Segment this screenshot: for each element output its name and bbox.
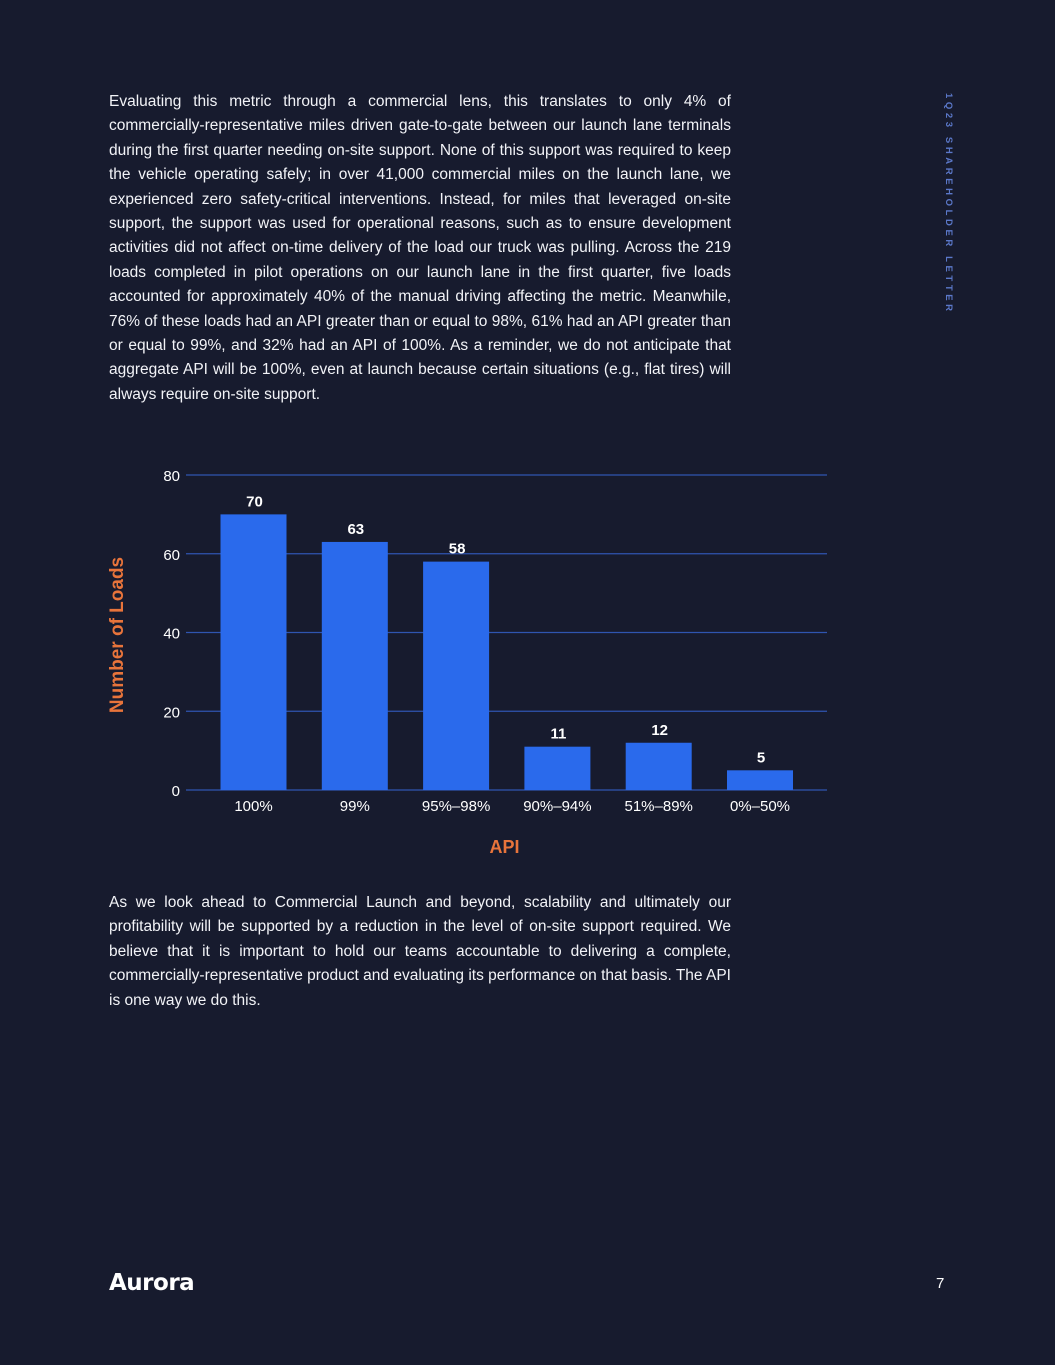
- data-label: 11: [550, 726, 566, 743]
- side-label: 1Q23 SHAREHOLDER LETTER: [943, 93, 954, 315]
- bar-6: [727, 770, 793, 790]
- x-tick-label: 100%: [234, 798, 272, 815]
- y-tick-label: 60: [163, 547, 180, 564]
- chart-text: 0 20 40 60 80 70 100% 63 99% 58 95%–98% 11 90%–94% 12…: [107, 468, 790, 857]
- bar-3: [423, 561, 490, 790]
- bar-4: [524, 746, 591, 790]
- x-tick-label: 99%: [340, 798, 370, 815]
- chart-bars: [220, 514, 793, 790]
- y-tick-label: 20: [163, 704, 180, 721]
- y-tick-label: 80: [163, 468, 180, 485]
- x-tick-label: 0%–50%: [730, 798, 790, 815]
- data-label: 5: [757, 749, 765, 766]
- data-label: 63: [347, 521, 364, 538]
- logo-wordmark: Aurora: [109, 1270, 195, 1296]
- data-label: 12: [651, 722, 668, 739]
- x-tick-label: 90%–94%: [523, 798, 591, 815]
- body-paragraph-1: Evaluating this metric through a commerc…: [109, 93, 731, 403]
- aurora-logo: Aurora: [109, 1270, 195, 1296]
- y-tick-label: 40: [163, 626, 180, 643]
- page-number: 7: [936, 1275, 945, 1292]
- bar-2: [321, 541, 388, 790]
- bar-5: [625, 742, 692, 790]
- bar-1: [220, 514, 287, 790]
- y-tick-label: 0: [172, 783, 180, 800]
- body-paragraph-2: As we look ahead to Commercial Launch an…: [109, 894, 731, 1009]
- x-tick-label: 95%–98%: [422, 798, 490, 815]
- chart-gridlines: [186, 474, 827, 791]
- data-label: 70: [246, 493, 263, 510]
- x-tick-label: 51%–89%: [625, 798, 693, 815]
- y-axis-title: Number of Loads: [107, 557, 128, 713]
- api-bar-chart: 0 20 40 60 80 70 100% 63 99% 58 95%–98% 11 90%–94% 12…: [107, 468, 827, 857]
- data-label: 58: [449, 541, 466, 558]
- x-axis-title: API: [489, 837, 519, 857]
